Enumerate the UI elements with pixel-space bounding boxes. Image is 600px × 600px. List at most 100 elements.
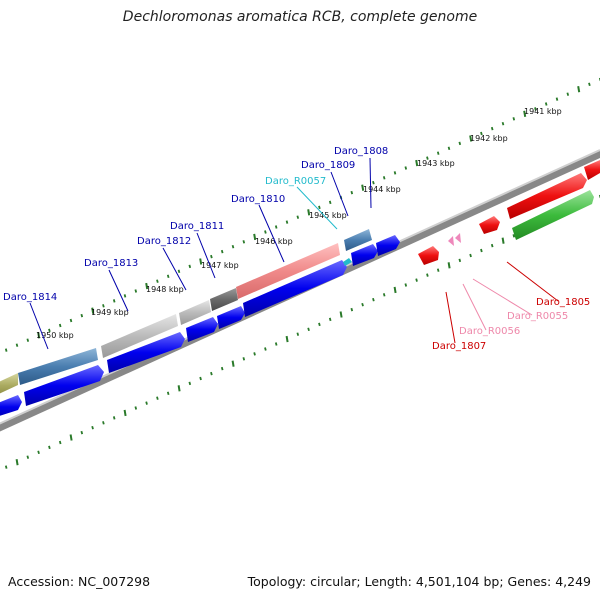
cds-arrow-red [584, 160, 600, 180]
gene-label-daro-r0055[interactable]: Daro_R0055 [507, 311, 568, 322]
minor-tick [296, 215, 300, 219]
minor-tick [285, 220, 289, 224]
ribbon-darkgray-segment [210, 288, 238, 311]
cds-arrow-red [418, 246, 439, 265]
minor-tick [80, 430, 84, 435]
minor-tick [210, 254, 213, 259]
minor-tick [274, 225, 278, 229]
major-tick [15, 459, 19, 466]
tick-label: 1946 kbp [255, 237, 293, 246]
major-tick [447, 262, 451, 269]
minor-tick [512, 117, 516, 121]
tick-label: 1943 kbp [417, 159, 455, 168]
major-tick [231, 360, 235, 367]
minor-tick [112, 299, 116, 303]
minor-tick [328, 200, 332, 205]
tick-label: 1941 kbp [524, 107, 562, 116]
minor-tick [490, 126, 494, 131]
tick-label: 1942 kbp [470, 134, 508, 143]
gene-labels: Daro_1808 Daro_1809 Daro_R0057 Daro_1810… [3, 146, 590, 352]
gene-label-daro-r0056[interactable]: Daro_R0056 [459, 326, 520, 337]
forward-cds-arrows [0, 235, 400, 416]
tick-label: 1948 kbp [146, 285, 184, 294]
tick-label: 1950 kbp [36, 331, 74, 340]
major-tick [145, 282, 149, 290]
gene-label-daro-1813[interactable]: Daro_1813 [84, 258, 138, 269]
minor-tick [318, 322, 321, 327]
gene-label-daro-1805[interactable]: Daro_1805 [536, 297, 590, 308]
rna-arrow-pink [448, 236, 454, 246]
minor-tick [156, 396, 159, 400]
scale-tick-marks [4, 77, 600, 469]
cds-arrow-red [507, 173, 587, 219]
minor-tick [220, 249, 224, 254]
minor-tick [166, 391, 170, 396]
cds-arrow [24, 365, 104, 406]
minor-tick [231, 244, 235, 249]
minor-tick [26, 455, 30, 459]
gene-label-daro-1808[interactable]: Daro_1808 [334, 146, 388, 157]
minor-tick [404, 283, 408, 287]
cds-arrow [0, 395, 22, 416]
major-tick [37, 332, 41, 339]
minor-tick [490, 243, 494, 248]
major-tick [307, 209, 311, 216]
minor-tick [188, 264, 192, 269]
tick-label: 1949 kbp [91, 308, 129, 317]
gene-label-daro-1807[interactable]: Daro_1807 [432, 341, 486, 352]
minor-tick [588, 82, 591, 87]
minor-tick [253, 352, 256, 356]
minor-tick [415, 278, 418, 282]
minor-tick [69, 318, 73, 323]
minor-tick [393, 171, 397, 175]
minor-tick [112, 416, 116, 420]
major-tick [285, 335, 289, 343]
ribbon-lightgray-segment [179, 300, 211, 325]
minor-tick [199, 376, 202, 381]
major-tick [199, 258, 203, 265]
minor-tick [166, 274, 170, 279]
minor-tick [382, 293, 386, 297]
gene-label-daro-1809[interactable]: Daro_1809 [301, 160, 355, 171]
map-title: Dechloromonas aromatica RCB, complete ge… [122, 9, 478, 25]
minor-tick [426, 273, 429, 277]
major-tick [393, 286, 397, 294]
tick-label: 1945 kbp [309, 211, 347, 220]
minor-tick [480, 248, 483, 253]
minor-tick [501, 121, 505, 126]
minor-tick [350, 190, 354, 195]
minor-tick [26, 338, 30, 342]
feature-ribbon [0, 229, 372, 394]
major-tick [361, 184, 365, 191]
gene-label-daro-r0057[interactable]: Daro_R0057 [265, 176, 326, 187]
minor-tick [544, 102, 548, 106]
cds-arrow [217, 306, 245, 329]
ribbon-steelblue-segment-2 [344, 229, 372, 251]
rna-arrow-cyan [343, 258, 352, 266]
cds-arrow [376, 235, 400, 256]
minor-tick [145, 401, 148, 405]
minor-tick [264, 230, 267, 234]
minor-tick [372, 180, 375, 185]
ribbon-gray-segment [101, 314, 178, 358]
cds-arrow-green [512, 190, 594, 240]
minor-tick [156, 279, 159, 283]
gene-label-daro-1811[interactable]: Daro_1811 [170, 221, 224, 232]
gene-label-daro-1810[interactable]: Daro_1810 [231, 194, 285, 205]
minor-tick [177, 269, 181, 274]
cds-arrow [186, 317, 218, 342]
minor-tick [58, 440, 62, 445]
gene-label-daro-1814[interactable]: Daro_1814 [3, 292, 57, 303]
minor-tick [469, 253, 472, 258]
minor-tick [210, 371, 213, 376]
major-tick [523, 110, 527, 117]
minor-tick [426, 156, 429, 160]
minor-tick [242, 240, 246, 244]
major-tick [469, 135, 473, 142]
minor-tick [436, 151, 440, 155]
minor-tick [372, 297, 375, 302]
gene-label-daro-1812[interactable]: Daro_1812 [137, 236, 191, 247]
minor-tick [4, 465, 8, 469]
minor-tick [447, 146, 451, 151]
